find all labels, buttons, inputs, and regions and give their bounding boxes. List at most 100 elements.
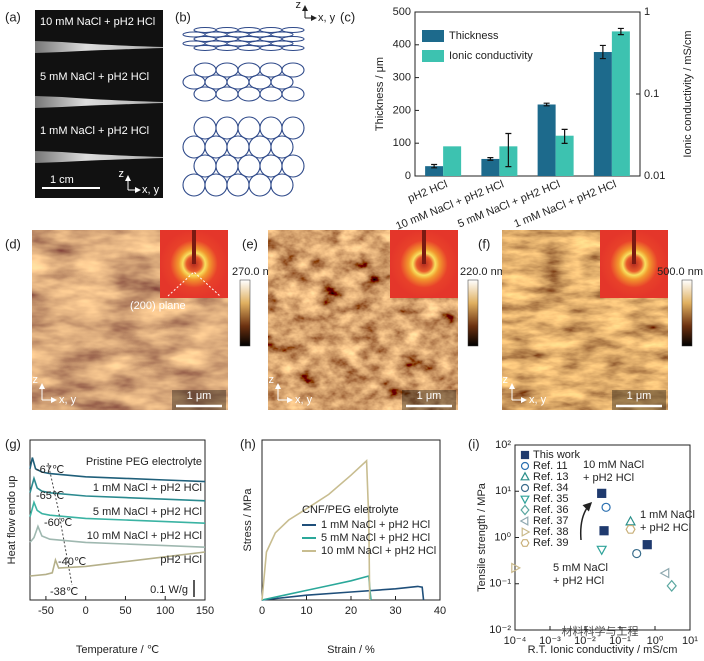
legend-label: Thickness xyxy=(449,30,499,42)
error-bar xyxy=(561,128,568,144)
y2-tick-label: 0.01 xyxy=(644,170,665,182)
lens xyxy=(248,135,272,159)
x-tick-label: 10⁻¹ xyxy=(609,635,631,647)
lens xyxy=(281,86,305,102)
lens xyxy=(182,135,206,159)
legend-swatch xyxy=(422,50,444,62)
lens xyxy=(215,116,239,140)
x-tick-label: -50 xyxy=(38,605,54,617)
lens xyxy=(237,154,261,178)
beam-stop xyxy=(632,230,636,264)
line xyxy=(29,457,206,483)
legend-label: Ref. 13 xyxy=(533,471,568,483)
lens xyxy=(226,173,250,197)
axis-label: z xyxy=(119,168,125,180)
y-axis-label: Heat flow endo up xyxy=(6,476,18,565)
colorbar-label: 500.0 nm xyxy=(657,266,703,278)
colorbar xyxy=(467,279,479,347)
marker xyxy=(625,515,636,526)
y2-tick-label: 1 xyxy=(644,6,650,18)
lens xyxy=(270,74,294,90)
lens xyxy=(281,35,305,43)
lens xyxy=(204,135,228,159)
legend-marker xyxy=(520,539,530,547)
bar xyxy=(481,158,500,176)
bar xyxy=(593,52,612,176)
x-tick-label: 0 xyxy=(83,605,89,617)
legend-label: 10 mM NaCl + pH2 HCl xyxy=(321,545,436,557)
lens xyxy=(259,44,283,52)
marker xyxy=(596,545,608,556)
lens xyxy=(237,44,261,52)
axis-label: x, y xyxy=(59,394,77,406)
lens xyxy=(281,116,305,140)
legend-marker xyxy=(520,471,530,481)
scale-label: 1 μm xyxy=(187,390,212,402)
legend-marker xyxy=(521,527,531,537)
y-axis-label: Tensile strength / MPa xyxy=(476,482,488,592)
sample-label: 10 mM NaCl + pH2 HCl xyxy=(40,16,155,28)
annotation: -67℃ xyxy=(36,464,64,476)
x-tick-label: 20 xyxy=(345,605,357,617)
axis-label: x, y xyxy=(295,394,313,406)
panel-label: (h) xyxy=(240,436,256,451)
lens xyxy=(215,44,239,52)
sample-label: 5 mM NaCl + pH2 HCl xyxy=(40,71,149,83)
y-tick-label: 200 xyxy=(393,104,411,116)
x-tick-label: 100 xyxy=(156,605,174,617)
lens xyxy=(270,40,294,47)
marker xyxy=(659,567,670,579)
axis-label: z xyxy=(503,374,509,386)
panel-label: (a) xyxy=(5,9,21,24)
curve-label: 10 mM NaCl + pH2 HCl xyxy=(87,530,202,542)
x-tick-label: 150 xyxy=(196,605,214,617)
bar xyxy=(537,104,556,176)
scale-label: 1 cm xyxy=(50,174,74,186)
y-axis-label: Stress / MPa xyxy=(242,488,254,552)
curve-label: Pristine PEG electrolyte xyxy=(86,456,202,468)
y-tick-label: 10⁻² xyxy=(489,624,511,636)
annotation: 10 mM NaCl xyxy=(583,459,644,471)
lens xyxy=(281,26,305,34)
y-axis-label: Thickness / μm xyxy=(374,57,386,131)
legend-label: 5 mM NaCl + pH2 HCl xyxy=(321,532,430,544)
error-bar xyxy=(617,27,624,36)
error-bar xyxy=(487,157,494,161)
fiber xyxy=(35,41,163,53)
lens xyxy=(237,116,261,140)
x-axis-label: R.T. Ionic conductivity / mS/cm xyxy=(528,644,678,656)
annotation: -65℃ xyxy=(36,490,64,502)
error-bar xyxy=(599,44,606,60)
y-tick-label: 10⁻¹ xyxy=(489,578,511,590)
curve-label: pH2 HCl xyxy=(160,554,202,566)
line xyxy=(29,475,206,502)
lens xyxy=(248,173,272,197)
annotation: 1 mM NaCl xyxy=(640,509,695,521)
lens xyxy=(270,173,294,197)
x-tick-label: 10⁻⁴ xyxy=(504,635,527,647)
panel-label: (i) xyxy=(468,436,480,451)
y-tick-label: 300 xyxy=(393,72,411,84)
x-tick-label: 10⁻³ xyxy=(539,635,561,647)
bar xyxy=(555,135,574,176)
arrow xyxy=(579,501,593,541)
line xyxy=(29,551,206,577)
annotation: 5 mM NaCl xyxy=(553,562,608,574)
plot-frame xyxy=(29,439,206,601)
error-bar xyxy=(543,102,550,107)
annotation: + pH2 HCl xyxy=(640,522,691,534)
x-tick-label: 50 xyxy=(119,605,131,617)
y-tick-label: 100 xyxy=(393,137,411,149)
y-tick-label: 400 xyxy=(393,39,411,51)
lens xyxy=(193,86,217,102)
error-bar xyxy=(505,132,512,168)
lens xyxy=(182,173,206,197)
legend-marker xyxy=(520,504,530,516)
lens xyxy=(204,173,228,197)
lens xyxy=(215,154,239,178)
y2-tick-label: 0.1 xyxy=(644,88,659,100)
legend-label: Ref. 37 xyxy=(533,515,568,527)
fiber xyxy=(35,151,163,163)
line xyxy=(29,524,206,548)
axis-label: x, y xyxy=(318,12,336,24)
